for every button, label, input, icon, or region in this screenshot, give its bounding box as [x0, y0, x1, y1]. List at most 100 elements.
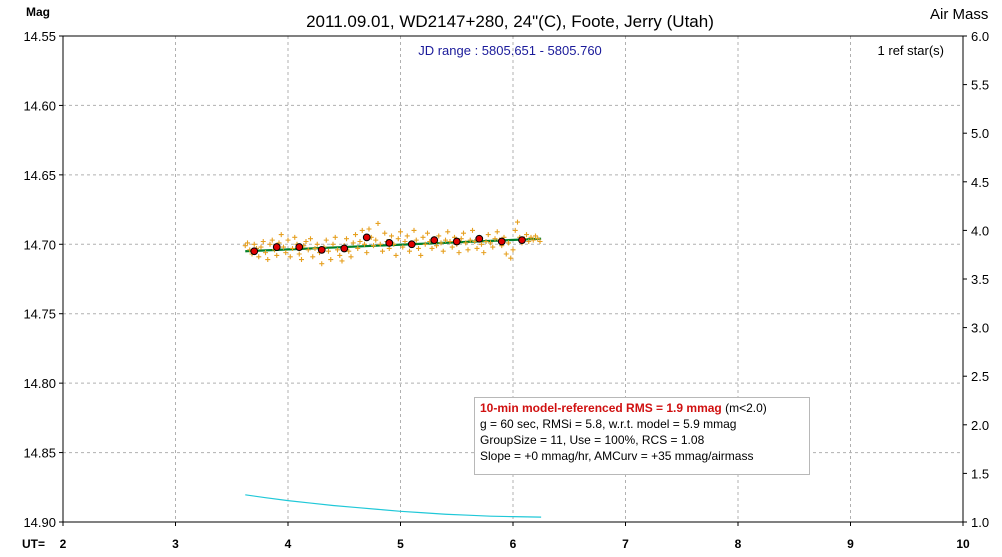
- measurement-point: [508, 255, 514, 261]
- ref-stars-label: 1 ref star(s): [878, 43, 944, 58]
- measurement-point: [344, 236, 349, 242]
- measurement-point: [425, 230, 430, 236]
- measurement-point: [362, 241, 367, 247]
- measurement-point: [366, 226, 372, 232]
- group-mean-point: [518, 236, 526, 245]
- x-tick-label: 7: [622, 537, 629, 551]
- measurement-point: [375, 220, 381, 226]
- y2-tick-label: 1.0: [971, 515, 989, 530]
- group-mean-point: [497, 237, 506, 246]
- stats-line-slope: Slope = +0 mmag/hr, AMCurv = +35 mmag/ai…: [480, 449, 754, 463]
- grid-lines: [63, 36, 963, 522]
- x-tick-label: 6: [510, 537, 517, 551]
- measurement-point: [380, 248, 385, 254]
- measurement-point: [510, 247, 516, 253]
- measurement-point: [348, 254, 354, 260]
- group-mean-point: [385, 238, 394, 247]
- measurement-point: [467, 237, 473, 243]
- x-tick-label: 9: [847, 537, 854, 551]
- measurement-point: [346, 248, 352, 254]
- measurement-point: [420, 234, 426, 240]
- y-tick-label: 14.60: [23, 98, 56, 113]
- group-mean-point: [317, 245, 326, 254]
- measurement-point: [456, 250, 462, 256]
- measurement-point: [445, 229, 451, 235]
- group-mean-point: [340, 244, 349, 253]
- air-mass-line: [245, 494, 542, 518]
- y2-tick-label: 5.0: [971, 126, 989, 141]
- measurement-point: [382, 230, 388, 236]
- y-axis-title: Mag: [26, 5, 50, 19]
- measurement-point: [326, 248, 331, 254]
- measurement-point: [393, 252, 399, 258]
- measurement-point: [398, 229, 403, 235]
- measurement-point: [377, 241, 383, 247]
- y2-axis-title: Air Mass: [930, 6, 988, 23]
- stats-line-rmsi: g = 60 sec, RMSi = 5.8, w.r.t. model = 5…: [480, 417, 737, 431]
- y2-tick-label: 3.5: [971, 272, 989, 287]
- rms-threshold: (m<2.0): [721, 401, 767, 415]
- measurement-point: [492, 236, 498, 242]
- measurement-point: [524, 232, 529, 238]
- y-tick-label: 14.85: [23, 446, 56, 461]
- measurement-point: [494, 229, 500, 235]
- measurement-point: [332, 234, 338, 240]
- measurement-point: [463, 240, 469, 246]
- y2-tick-label: 2.0: [971, 418, 989, 433]
- measurement-point: [242, 243, 248, 249]
- group-mean-points: [250, 233, 526, 256]
- measurement-point: [447, 239, 453, 245]
- measurement-point: [402, 239, 408, 245]
- measurement-point: [335, 247, 340, 253]
- measurement-point: [357, 239, 363, 245]
- group-mean-point: [250, 247, 259, 256]
- measurement-point: [503, 251, 509, 257]
- measurement-point: [305, 247, 311, 253]
- measurement-point: [308, 236, 313, 242]
- y-tick-label: 14.90: [23, 515, 56, 530]
- measurement-point: [418, 252, 424, 258]
- y-tick-label: 14.55: [23, 29, 56, 44]
- measurement-point: [260, 239, 266, 245]
- x-axis-title: UT=: [22, 537, 45, 551]
- stats-line-groupsize: GroupSize = 11, Use = 100%, RCS = 1.08: [480, 433, 705, 447]
- measurement-point: [465, 247, 471, 253]
- group-mean-point: [475, 234, 484, 243]
- x-tick-label: 4: [285, 537, 292, 551]
- measurement-point: [355, 245, 361, 251]
- chart-title: 2011.09.01, WD2147+280, 24"(C), Foote, J…: [306, 12, 714, 31]
- x-tick-label: 3: [172, 537, 179, 551]
- measurement-point: [470, 227, 475, 233]
- measurement-point: [328, 257, 334, 263]
- measurement-point: [434, 243, 439, 249]
- model-fit-line: [245, 237, 542, 253]
- measurement-point: [404, 233, 410, 239]
- group-mean-point: [452, 237, 461, 246]
- measurement-point: [269, 237, 275, 243]
- measurement-point: [389, 233, 394, 239]
- x-tick-label: 10: [956, 537, 970, 551]
- measurement-point: [323, 237, 329, 243]
- measurement-point: [400, 244, 406, 250]
- x-tick-label: 2: [60, 537, 67, 551]
- measurement-point: [535, 236, 541, 242]
- measurement-point: [485, 232, 491, 238]
- measurement-point: [461, 230, 466, 236]
- y2-tick-label: 1.5: [971, 466, 989, 481]
- measurement-point: [429, 245, 435, 251]
- measurement-point: [285, 237, 291, 243]
- measurement-point: [303, 239, 309, 245]
- measurement-point: [481, 250, 487, 256]
- y2-tick-label: 3.0: [971, 321, 989, 336]
- measurement-point: [256, 254, 262, 260]
- y-tick-label: 14.75: [23, 307, 56, 322]
- measurement-point: [267, 241, 273, 247]
- measurement-point: [474, 245, 480, 251]
- measurement-point: [533, 233, 538, 239]
- model-fit-segment: [245, 237, 542, 253]
- measurement-point: [251, 241, 257, 247]
- y2-tick-label: 4.0: [971, 223, 989, 238]
- measurement-point: [449, 244, 455, 250]
- measurement-point: [330, 241, 336, 247]
